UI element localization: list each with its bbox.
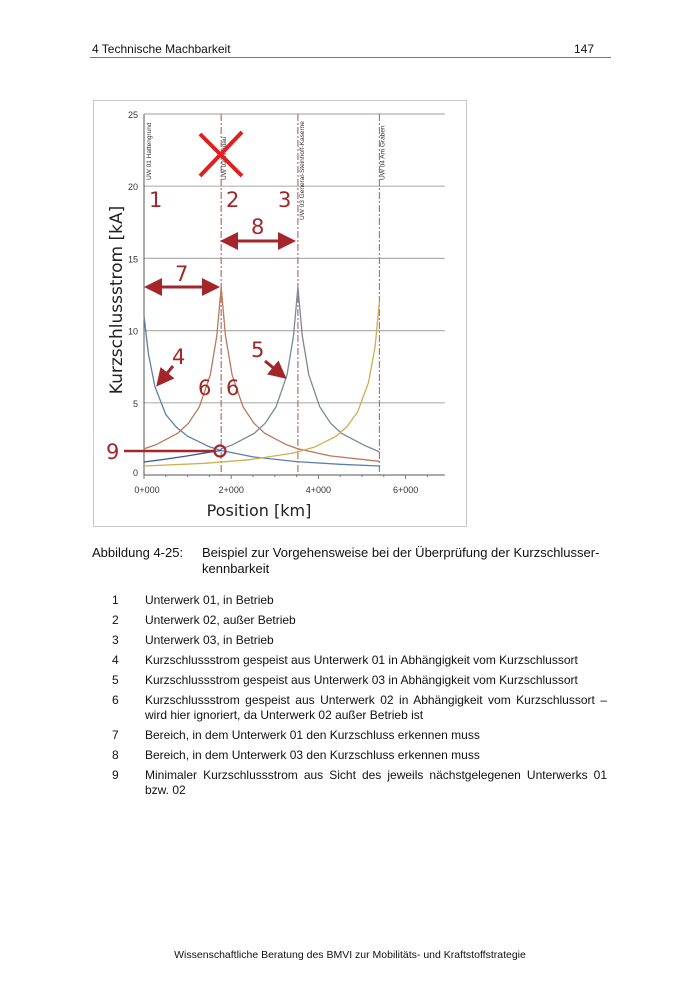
- annotation-number: 1: [149, 188, 162, 212]
- legend-item: 3 Unterwerk 03, in Betrieb: [112, 633, 609, 648]
- legend-number: 7: [112, 728, 119, 742]
- legend-text: Unterwerk 03, in Betrieb: [145, 633, 274, 647]
- annotation-number: 9: [106, 440, 119, 464]
- x-mark-icon: [198, 130, 244, 178]
- substation-label: UW 03 General-Steinhoff-Kaserne: [299, 121, 306, 220]
- legend-item: 7 Bereich, in dem Unterwerk 01 den Kurzsc…: [112, 728, 609, 743]
- page-footer: Wissenschaftliche Beratung des BMVI zur …: [174, 949, 526, 961]
- header-divider: [90, 57, 611, 58]
- x-tick-label: 2+000: [219, 485, 244, 495]
- minimum-marker-circle: [213, 444, 227, 458]
- caption-number: Abbildung 4-25:: [92, 545, 184, 560]
- legend-text: Unterwerk 02, außer Betrieb: [145, 613, 296, 627]
- y-tick-label: 10: [128, 327, 138, 337]
- legend-item: 9 Minimaler Kurzschlussstrom aus Sicht de…: [112, 768, 609, 798]
- x-tick-label: 4+000: [306, 485, 331, 495]
- legend-text: Bereich, in dem Unterwerk 03 den Kurzsch…: [145, 748, 480, 762]
- legend-text: Kurzschlussstrom gespeist aus Unterwerk …: [145, 653, 578, 667]
- legend-number: 5: [112, 673, 119, 687]
- figure-frame: [93, 100, 467, 527]
- annotation-number: 7: [175, 262, 188, 286]
- annotation-number: 6: [226, 376, 239, 400]
- y-tick-label: 25: [128, 110, 138, 120]
- legend-number: 6: [112, 693, 119, 707]
- caption-text: Beispiel zur Vorgehensweise bei der Über…: [202, 545, 600, 576]
- substation-label: UW 04 Am Graben: [379, 125, 386, 180]
- x-axis-label: Position [km]: [207, 501, 312, 520]
- legend-text: Unterwerk 01, in Betrieb: [145, 593, 274, 607]
- annotation-number: 8: [251, 215, 264, 239]
- annotation-number: 4: [172, 345, 185, 369]
- legend-number: 2: [112, 613, 119, 627]
- x-tick-label: 6+000: [393, 485, 418, 495]
- series-line: [143, 287, 380, 462]
- substation-label: UW 01 Hattengrund: [146, 122, 153, 180]
- y-tick-label: 5: [133, 399, 138, 409]
- y-axis-label: Kurzschlussstrom [kA]: [107, 206, 127, 394]
- legend-text: Kurzschlussstrom gespeist aus Unterwerk …: [145, 673, 578, 687]
- legend-number: 4: [112, 653, 119, 667]
- x-tick-label: 0+000: [134, 485, 159, 495]
- annotation-number: 6: [198, 376, 211, 400]
- pointer-arrow-4: [156, 365, 175, 387]
- legend-text: Kurzschlussstrom gespeist aus Unterwerk …: [145, 693, 607, 722]
- pointer-arrow-5: [264, 359, 287, 379]
- chapter-header: 4 Technische Machbarkeit: [92, 42, 231, 56]
- legend-item: 5 Kurzschlussstrom gespeist aus Unterwerk…: [112, 673, 609, 688]
- annotation-number: 2: [226, 188, 239, 212]
- legend-number: 9: [112, 768, 119, 782]
- legend-item: 4 Kurzschlussstrom gespeist aus Unterwerk…: [112, 653, 609, 668]
- series-line: [143, 301, 381, 467]
- legend-item: 2 Unterwerk 02, außer Betrieb: [112, 613, 609, 628]
- legend-text: Bereich, in dem Unterwerk 01 den Kurzsch…: [145, 728, 480, 742]
- annotation-number: 5: [251, 338, 264, 362]
- series-line: [143, 316, 380, 467]
- legend-text: Minimaler Kurzschlussstrom aus Sicht des…: [145, 768, 607, 797]
- series-line: [220, 287, 380, 453]
- legend-number: 8: [112, 748, 119, 762]
- legend-number: 1: [112, 593, 119, 607]
- legend-item: 6 Kurzschlussstrom gespeist aus Unterwerk…: [112, 693, 609, 723]
- annotation-number: 3: [278, 188, 291, 212]
- legend-item: 1 Unterwerk 01, in Betrieb: [112, 593, 609, 608]
- legend-number: 3: [112, 633, 119, 647]
- y-tick-label: 20: [128, 182, 138, 192]
- y-tick-label: 15: [128, 254, 138, 264]
- page-number: 147: [574, 42, 595, 56]
- legend-item: 8 Bereich, in dem Unterwerk 03 den Kurzsc…: [112, 748, 609, 763]
- y-tick-label: 0: [133, 468, 138, 478]
